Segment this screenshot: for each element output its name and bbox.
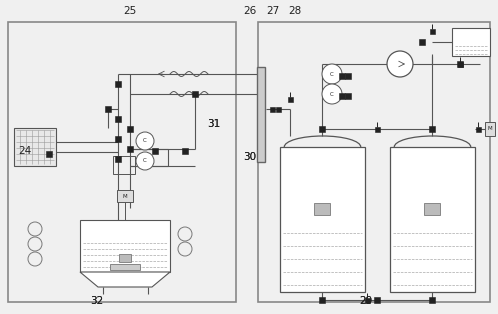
Text: C: C: [330, 91, 334, 96]
Text: 31: 31: [208, 119, 221, 129]
Circle shape: [136, 152, 154, 170]
Bar: [429, 29, 434, 34]
Bar: [345, 73, 351, 79]
Text: 29: 29: [360, 296, 373, 306]
Bar: [258, 22, 490, 302]
Bar: [14, 128, 56, 166]
Bar: [319, 297, 325, 303]
Bar: [115, 116, 121, 122]
Bar: [182, 148, 188, 154]
Text: 31: 31: [208, 119, 221, 129]
Bar: [287, 96, 292, 101]
Circle shape: [136, 132, 154, 150]
Bar: [275, 106, 280, 111]
Bar: [374, 127, 379, 132]
Text: 32: 32: [91, 296, 104, 306]
Bar: [280, 147, 365, 292]
Bar: [115, 81, 121, 87]
Bar: [127, 126, 133, 132]
Bar: [485, 122, 495, 136]
Text: C: C: [143, 159, 147, 164]
Bar: [152, 148, 158, 154]
Circle shape: [387, 51, 413, 77]
Bar: [429, 297, 435, 303]
Bar: [476, 127, 481, 132]
Text: 28: 28: [288, 6, 301, 16]
Bar: [117, 190, 133, 202]
Bar: [115, 156, 121, 162]
Text: 29: 29: [360, 296, 373, 306]
Bar: [8, 22, 236, 302]
Bar: [345, 93, 351, 99]
Bar: [452, 28, 490, 56]
Text: 24: 24: [18, 146, 31, 156]
Bar: [115, 136, 121, 142]
Bar: [105, 106, 111, 112]
Bar: [419, 39, 425, 45]
Text: M: M: [488, 127, 493, 132]
Bar: [282, 227, 363, 292]
Bar: [392, 227, 473, 292]
Bar: [339, 73, 345, 79]
Bar: [257, 67, 265, 162]
Text: C: C: [143, 138, 147, 143]
Bar: [119, 254, 131, 262]
Text: C: C: [330, 72, 334, 77]
Bar: [319, 126, 325, 132]
Bar: [127, 146, 133, 152]
Polygon shape: [80, 272, 170, 287]
Bar: [457, 61, 463, 67]
Bar: [374, 297, 380, 303]
Bar: [192, 91, 198, 97]
Circle shape: [322, 84, 342, 104]
Bar: [46, 151, 52, 157]
Bar: [429, 126, 435, 132]
Text: 25: 25: [123, 6, 136, 16]
Bar: [424, 203, 440, 214]
Text: M: M: [123, 193, 127, 198]
Bar: [454, 44, 488, 56]
Text: 27: 27: [266, 6, 279, 16]
Text: 30: 30: [244, 152, 256, 162]
Bar: [113, 156, 135, 174]
Circle shape: [322, 64, 342, 84]
Bar: [458, 62, 463, 67]
Text: 26: 26: [244, 6, 256, 16]
Bar: [390, 147, 475, 292]
Bar: [339, 93, 345, 99]
Bar: [314, 203, 330, 214]
Bar: [110, 264, 140, 270]
Text: 30: 30: [244, 152, 256, 162]
Bar: [365, 297, 370, 302]
Bar: [269, 106, 274, 111]
Bar: [82, 240, 168, 270]
Bar: [80, 220, 170, 272]
Text: 32: 32: [91, 296, 104, 306]
